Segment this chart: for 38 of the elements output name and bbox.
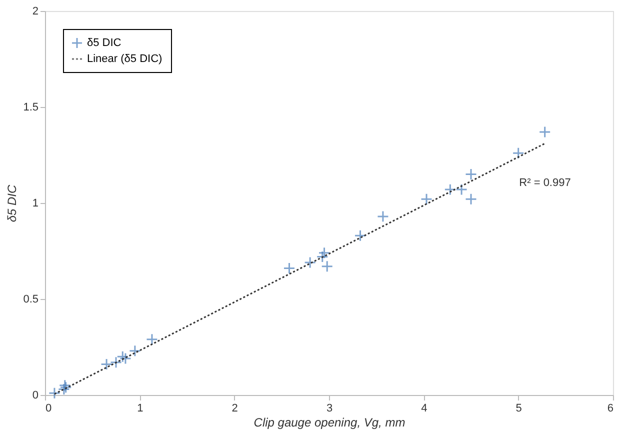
x-tick-label: 1 (137, 402, 144, 414)
x-axis-title: Clip gauge opening, Vg, mm (254, 416, 406, 430)
point (354, 230, 366, 242)
point (100, 358, 113, 370)
point (128, 344, 141, 357)
point (456, 184, 468, 196)
point (465, 168, 477, 180)
x-tick-label: 2 (232, 402, 238, 414)
annotation: R² = 0.997 (519, 177, 571, 189)
point (465, 193, 477, 206)
point (116, 350, 129, 363)
x-tick-label: 5 (516, 402, 522, 414)
legend-label: Linear (δ5 DIC) (87, 53, 162, 65)
legend-label: δ5 DIC (87, 37, 122, 49)
x-tick-label: 4 (421, 402, 428, 414)
x-tick-label: 3 (326, 402, 333, 414)
point (304, 256, 316, 269)
y-axis-title: δ5 DIC (5, 184, 20, 222)
point (48, 387, 60, 400)
point (444, 184, 456, 196)
y-tick-label: 1 (32, 198, 38, 210)
point (376, 210, 389, 222)
point (420, 193, 432, 206)
point (119, 352, 132, 365)
point (316, 250, 328, 263)
point (512, 147, 524, 160)
y-tick-label: 0 (32, 390, 38, 402)
point (110, 356, 122, 368)
x-tick-label: 0 (46, 402, 52, 414)
point (146, 333, 158, 346)
point (538, 126, 551, 138)
point (321, 260, 334, 272)
y-tick-label: 1.5 (23, 102, 38, 114)
point (283, 262, 296, 274)
point (318, 246, 330, 259)
y-tick-label: 0.5 (23, 294, 38, 306)
x-tick-label: 6 (607, 402, 614, 414)
y-tick-label: 2 (32, 6, 38, 18)
